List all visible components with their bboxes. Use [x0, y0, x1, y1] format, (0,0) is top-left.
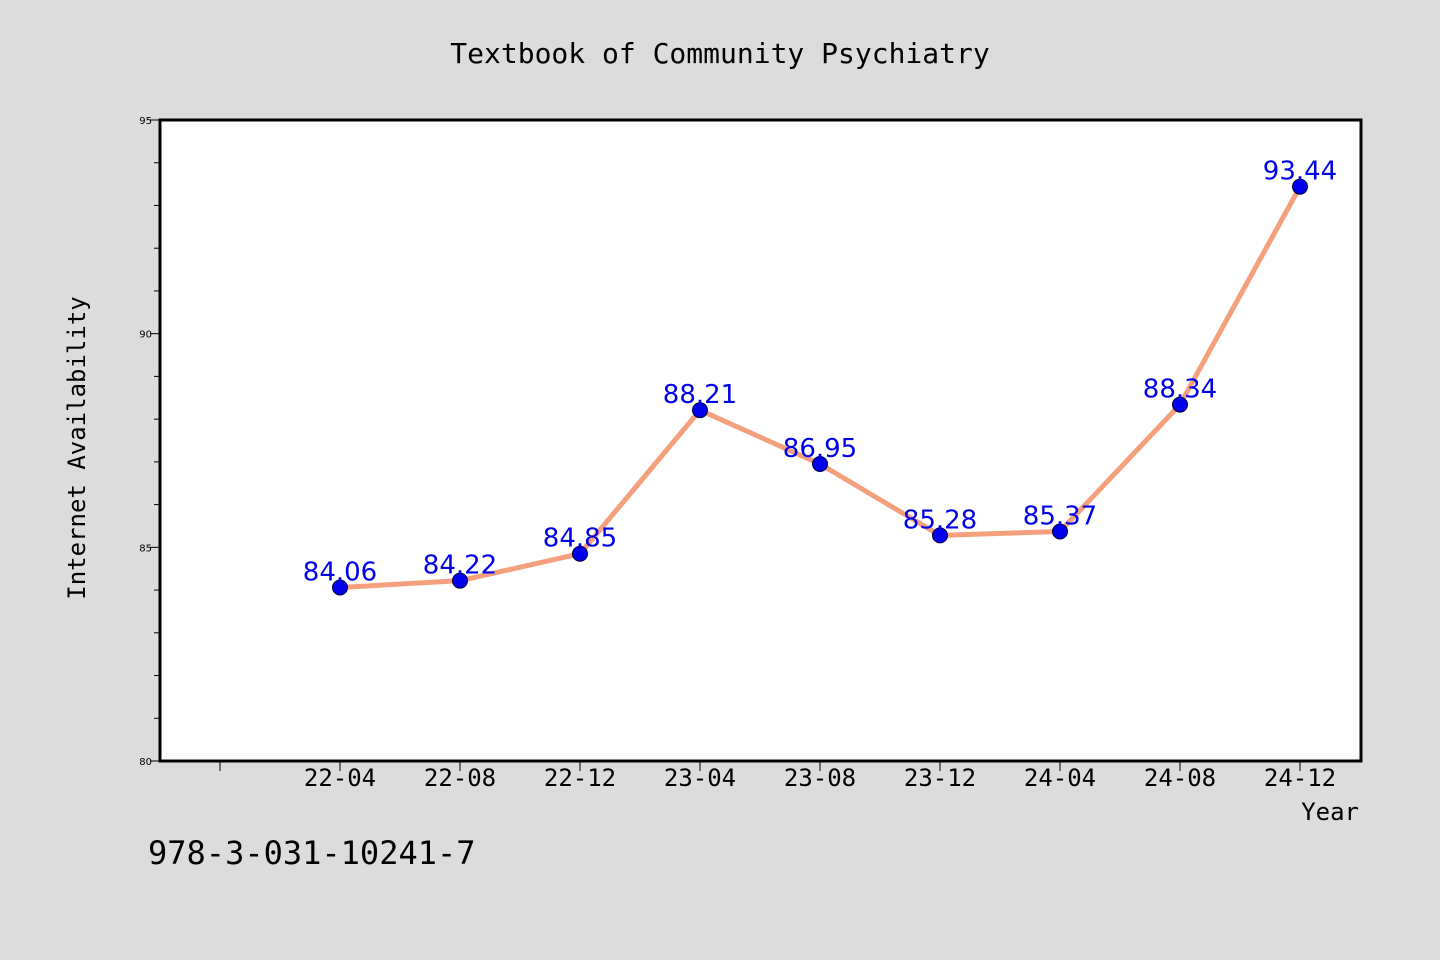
y-axis-ticks: 80 85 90 95 [139, 116, 160, 768]
data-point [932, 527, 948, 544]
data-label: 85.28 [903, 505, 977, 535]
data-label: 93.44 [1263, 157, 1337, 187]
data-point [452, 572, 468, 589]
y-axis-label: Internet Availability [63, 296, 91, 599]
x-tick-label: 22-04 [304, 764, 376, 792]
y-tick-label: 95 [139, 116, 152, 127]
data-label: 84.06 [303, 558, 377, 588]
data-point [1172, 396, 1188, 413]
series-markers [332, 178, 1308, 596]
data-label: 86.95 [783, 434, 857, 464]
data-label: 88.34 [1143, 375, 1217, 405]
x-axis-ticks: 22-04 22-08 22-12 23-04 23-08 23-12 24-04 24-08… [219, 761, 1336, 792]
data-label: 84.22 [423, 551, 497, 581]
data-label: 88.21 [663, 380, 737, 410]
chart-title: Textbook of Community Psychiatry [450, 37, 989, 70]
data-point [1292, 178, 1308, 195]
data-point [1052, 523, 1068, 540]
x-tick-label: 23-12 [904, 764, 976, 792]
y-tick-label: 85 [139, 543, 152, 554]
x-tick-label: 24-04 [1024, 764, 1096, 792]
data-labels: 84.06 84.22 84.85 88.21 86.95 85.28 85.37 88.34… [303, 157, 1337, 588]
x-axis-label: Year [1301, 798, 1359, 826]
data-point [332, 579, 348, 596]
data-point [572, 545, 588, 562]
data-label: 85.37 [1023, 502, 1097, 532]
isbn-footer: 978-3-031-10241-7 [148, 834, 476, 872]
x-tick-label: 23-08 [784, 764, 856, 792]
x-tick-label: 22-08 [424, 764, 496, 792]
data-point [812, 456, 828, 473]
x-tick-label: 22-12 [544, 764, 616, 792]
x-tick-label: 24-08 [1144, 764, 1216, 792]
x-tick-label: 23-04 [664, 764, 736, 792]
plot-area [158, 118, 1363, 763]
data-label: 84.85 [543, 524, 617, 554]
y-tick-label: 90 [139, 330, 152, 341]
y-tick-label: 80 [139, 757, 152, 768]
data-point [692, 402, 708, 419]
x-tick-label: 24-12 [1264, 764, 1336, 792]
